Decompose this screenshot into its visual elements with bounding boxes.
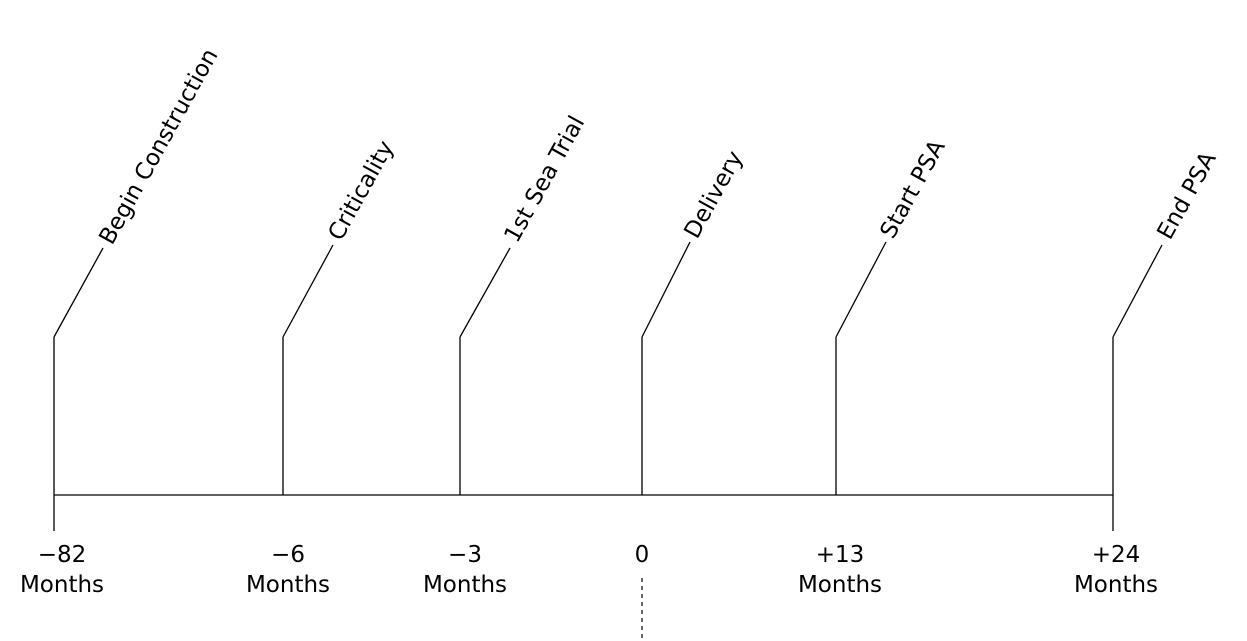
event-1st-sea-trial: 1st Sea Trial −3 Months	[423, 112, 590, 598]
event-label: End PSA	[1153, 147, 1222, 243]
event-leader-line	[282, 244, 334, 338]
event-value: 0	[635, 542, 650, 568]
event-label: Criticality	[324, 137, 400, 245]
event-value: −3	[448, 542, 482, 568]
event-unit: Months	[423, 572, 507, 598]
event-value: +13	[816, 542, 865, 568]
event-leader-line	[641, 241, 691, 338]
event-end-psa: End PSA +24 Months	[1074, 147, 1222, 598]
event-leader-line	[835, 241, 887, 338]
event-label: 1st Sea Trial	[500, 112, 591, 247]
event-leader-line	[53, 247, 104, 338]
event-unit: Months	[20, 572, 104, 598]
event-unit: Months	[798, 572, 882, 598]
event-delivery: Delivery 0	[635, 147, 749, 568]
event-unit: Months	[1074, 572, 1158, 598]
event-label: Start PSA	[876, 136, 951, 243]
event-unit: Months	[246, 572, 330, 598]
event-value: +24	[1092, 542, 1141, 568]
event-label: Begin Construction	[95, 45, 224, 249]
event-value: −6	[271, 542, 305, 568]
event-label: Delivery	[680, 147, 749, 243]
event-leader-line	[1112, 244, 1163, 338]
event-leader-line	[459, 247, 511, 338]
event-begin-construction: Begin Construction −82 Months	[20, 45, 224, 598]
event-start-psa: Start PSA +13 Months	[798, 136, 951, 598]
event-value: −82	[38, 542, 87, 568]
event-criticality: Criticality −6 Months	[246, 137, 399, 598]
